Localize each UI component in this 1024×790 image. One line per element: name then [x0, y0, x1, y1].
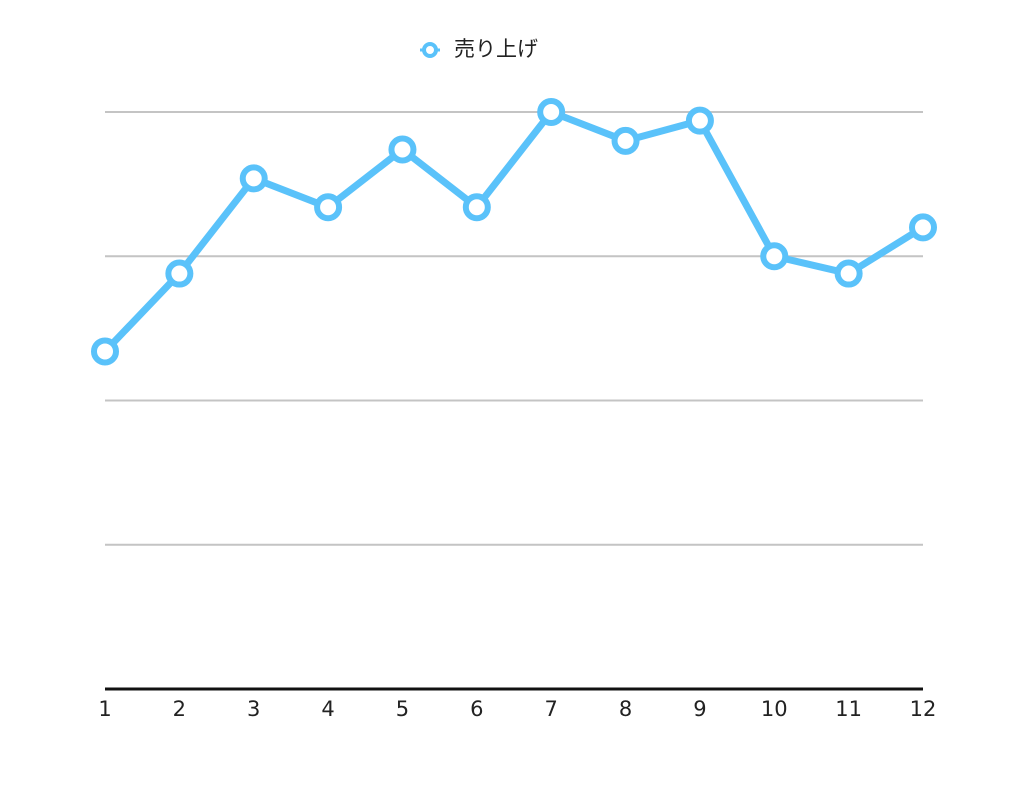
point [909, 213, 937, 242]
x-tick-label: 1 [98, 697, 111, 721]
x-tick-label: 11 [835, 697, 862, 721]
legend-label: 売り上げ [454, 37, 538, 61]
legend-swatch [422, 42, 438, 58]
x-tick-label: 8 [619, 697, 632, 721]
point [239, 164, 268, 193]
x-tick-label: 6 [470, 697, 483, 721]
x-tick-label: 3 [247, 697, 260, 721]
legend: 売り上げ [420, 37, 538, 61]
point [537, 98, 566, 126]
x-tick-label: 9 [693, 697, 706, 721]
series-line [102, 108, 925, 354]
point [462, 193, 491, 222]
x-tick-label: 10 [761, 697, 788, 721]
point [685, 106, 714, 135]
point [314, 193, 343, 222]
x-tick-label: 5 [396, 697, 409, 721]
point [91, 337, 119, 366]
point [165, 259, 194, 288]
x-tick-label: 2 [173, 697, 186, 721]
x-tick-label: 4 [321, 697, 334, 721]
point [834, 259, 863, 288]
point [611, 126, 640, 155]
point [388, 135, 417, 164]
point [760, 242, 789, 271]
x-tick-label: 12 [910, 697, 937, 721]
x-tick-label: 7 [544, 697, 557, 721]
